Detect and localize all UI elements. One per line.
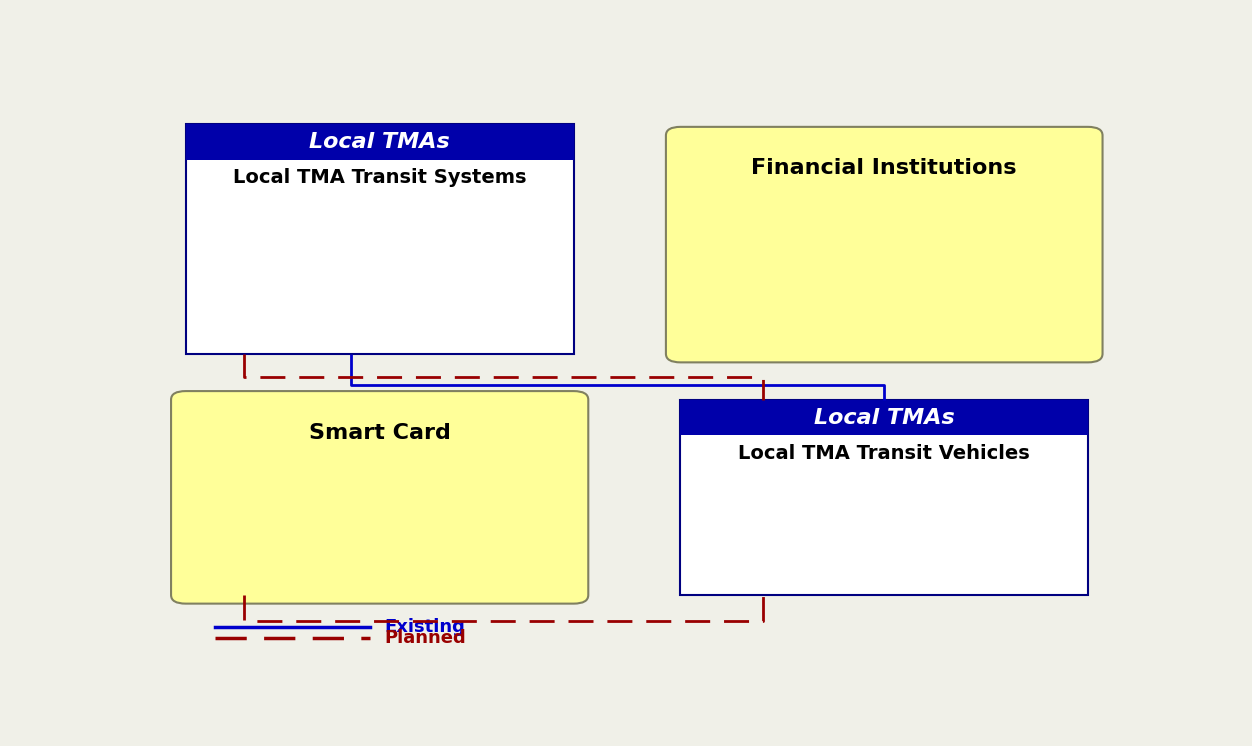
Text: Existing: Existing	[384, 618, 466, 636]
Text: Planned: Planned	[384, 629, 466, 647]
Text: Financial Institutions: Financial Institutions	[751, 158, 1017, 178]
Bar	[185, 124, 573, 160]
Text: Smart Card: Smart Card	[309, 423, 451, 442]
FancyBboxPatch shape	[172, 391, 588, 604]
Text: Local TMAs: Local TMAs	[309, 132, 449, 151]
Text: Local TMAs: Local TMAs	[814, 407, 954, 427]
FancyBboxPatch shape	[666, 127, 1103, 363]
Bar	[185, 124, 573, 354]
Bar	[681, 400, 1088, 436]
Bar	[681, 400, 1088, 595]
Text: Local TMA Transit Systems: Local TMA Transit Systems	[233, 168, 526, 187]
Text: Local TMA Transit Vehicles: Local TMA Transit Vehicles	[739, 444, 1030, 463]
